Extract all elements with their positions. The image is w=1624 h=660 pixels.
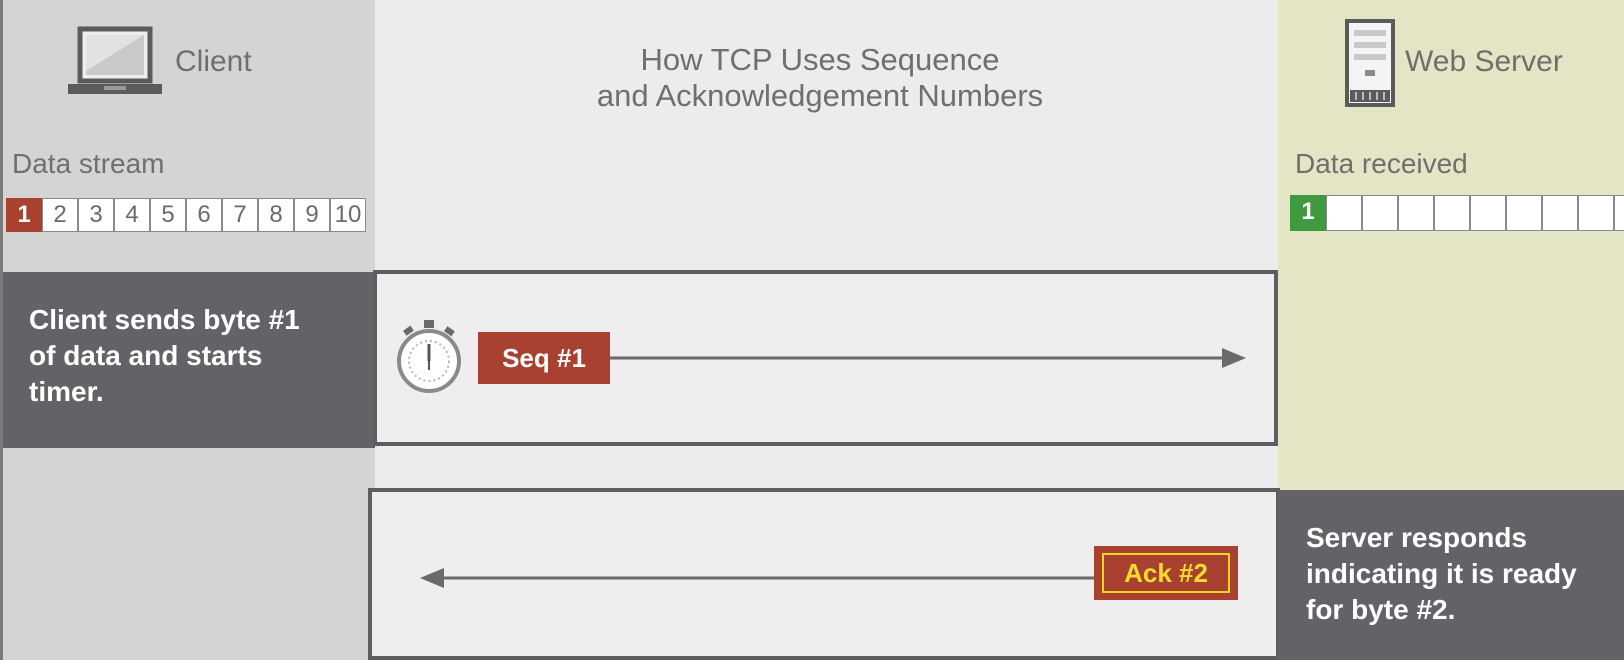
stream-cell-5: 5 [150,198,186,232]
diagram-title: How TCP Uses Sequence and Acknowledgemen… [560,42,1080,114]
received-cell-3 [1362,195,1398,231]
data-received-label: Data received [1295,148,1468,179]
client-label: Client [175,45,252,78]
stream-cell-2: 2 [42,198,78,232]
data-stream-label: Data stream [12,148,165,179]
data-stream-cells: 1 2 3 4 5 6 7 8 9 10 [6,198,366,232]
seq-number-tag: Seq #1 [478,332,610,384]
server-icon [1345,19,1395,107]
received-cell-5 [1434,195,1470,231]
server-column [1278,0,1624,490]
client-step-text: Client sends byte #1 of data and starts … [29,304,300,407]
received-cell-10 [1614,195,1624,231]
received-cell-6 [1470,195,1506,231]
laptop-icon [68,26,162,94]
stream-cell-6: 6 [186,198,222,232]
received-cell-1: 1 [1290,195,1326,231]
stream-cell-1: 1 [6,198,42,232]
data-received-cells: 1 [1290,195,1624,231]
ack-number-tag: Ack #2 [1094,546,1238,600]
server-step-text: Server responds indicating it is ready f… [1306,522,1577,625]
received-cell-9 [1578,195,1614,231]
received-cell-2 [1326,195,1362,231]
stream-cell-9: 9 [294,198,330,232]
client-step-description: Client sends byte #1 of data and starts … [3,272,375,448]
ack-number-label: Ack #2 [1102,553,1230,593]
server-step-description: Server responds indicating it is ready f… [1278,490,1624,660]
stream-cell-4: 4 [114,198,150,232]
stream-cell-8: 8 [258,198,294,232]
stopwatch-icon [397,320,461,393]
received-cell-7 [1506,195,1542,231]
received-cell-8 [1542,195,1578,231]
server-label: Web Server [1405,45,1563,78]
stream-cell-10: 10 [330,198,366,232]
received-cell-4 [1398,195,1434,231]
title-line-2: and Acknowledgement Numbers [596,78,1044,113]
title-line-1: How TCP Uses Sequence [640,42,1000,77]
stream-cell-3: 3 [78,198,114,232]
stream-cell-7: 7 [222,198,258,232]
